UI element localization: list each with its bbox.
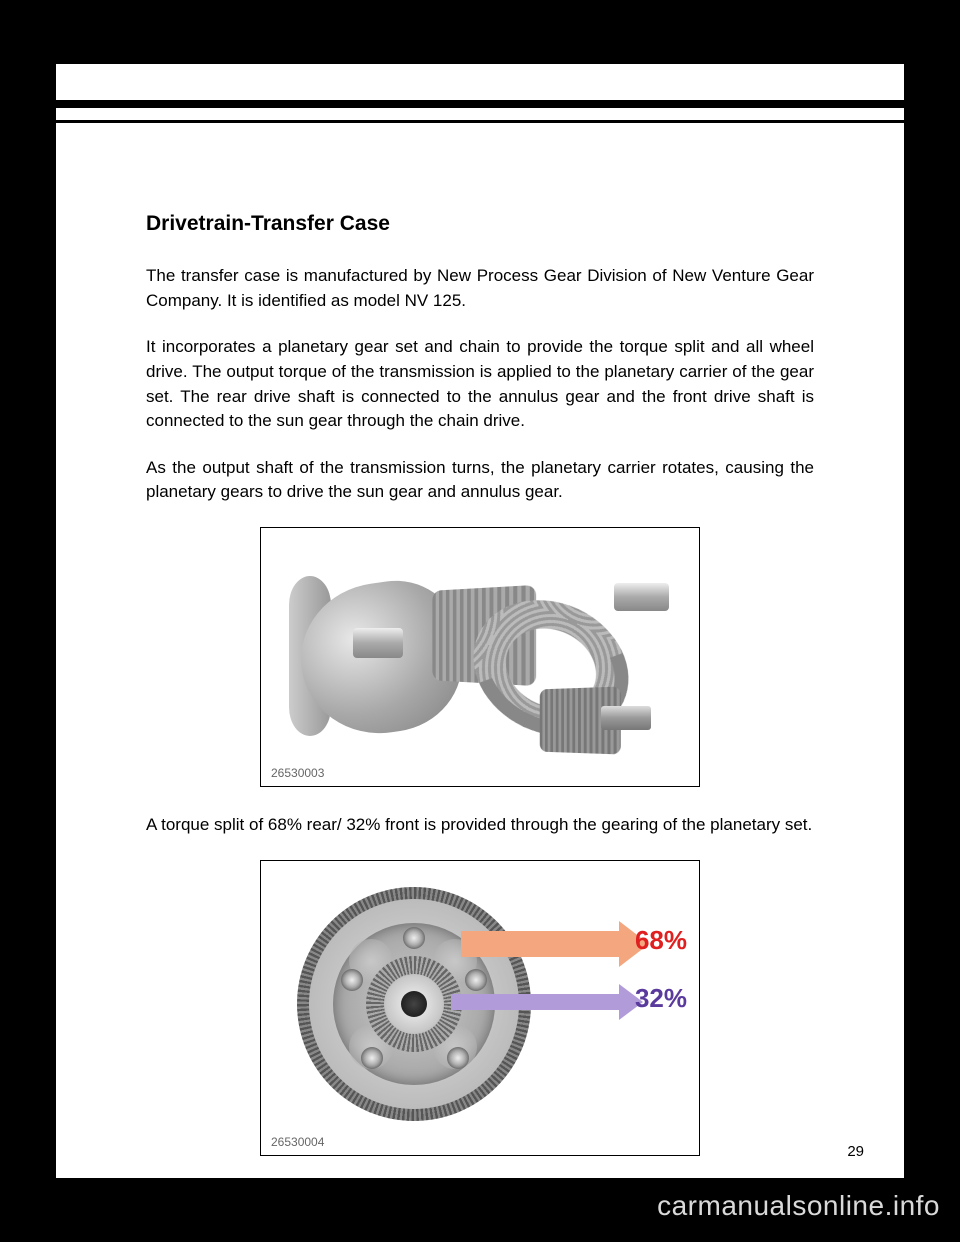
- document-page: Drivetrain-Transfer Case The transfer ca…: [56, 64, 904, 1178]
- rear-torque-label: 68%: [635, 925, 687, 956]
- front-torque-label: 32%: [635, 983, 687, 1014]
- figure2-caption: 26530004: [271, 1135, 324, 1149]
- tc-shaft-right: [614, 583, 669, 611]
- front-torque-arrow: [451, 987, 621, 1017]
- figure-planetary-gear: 68% 32% 26530004: [260, 860, 700, 1156]
- arrow-shaft: [451, 994, 621, 1010]
- section-heading: Drivetrain-Transfer Case: [146, 212, 814, 236]
- sun-gear-bore: [401, 991, 427, 1017]
- paragraph-3: As the output shaft of the transmission …: [146, 456, 814, 505]
- page-number: 29: [847, 1143, 864, 1160]
- watermark: carmanualsonline.info: [657, 1190, 940, 1222]
- paragraph-4: A torque split of 68% rear/ 32% front is…: [146, 813, 814, 838]
- header-rule: [56, 120, 904, 123]
- figure-transfer-case: 26530003: [260, 527, 700, 787]
- header-bar: [56, 100, 904, 108]
- carrier-bolt: [447, 1047, 469, 1069]
- carrier-bolt: [341, 969, 363, 991]
- rear-torque-arrow: [461, 929, 621, 959]
- paragraph-2: It incorporates a planetary gear set and…: [146, 335, 814, 434]
- content-area: Drivetrain-Transfer Case The transfer ca…: [146, 212, 814, 1182]
- arrow-shaft: [461, 931, 621, 957]
- tc-shaft-lower: [601, 706, 651, 730]
- tc-shaft-left: [353, 628, 403, 658]
- carrier-bolt: [361, 1047, 383, 1069]
- paragraph-1: The transfer case is manufactured by New…: [146, 264, 814, 313]
- carrier-bolt: [403, 927, 425, 949]
- figure1-caption: 26530003: [271, 766, 324, 780]
